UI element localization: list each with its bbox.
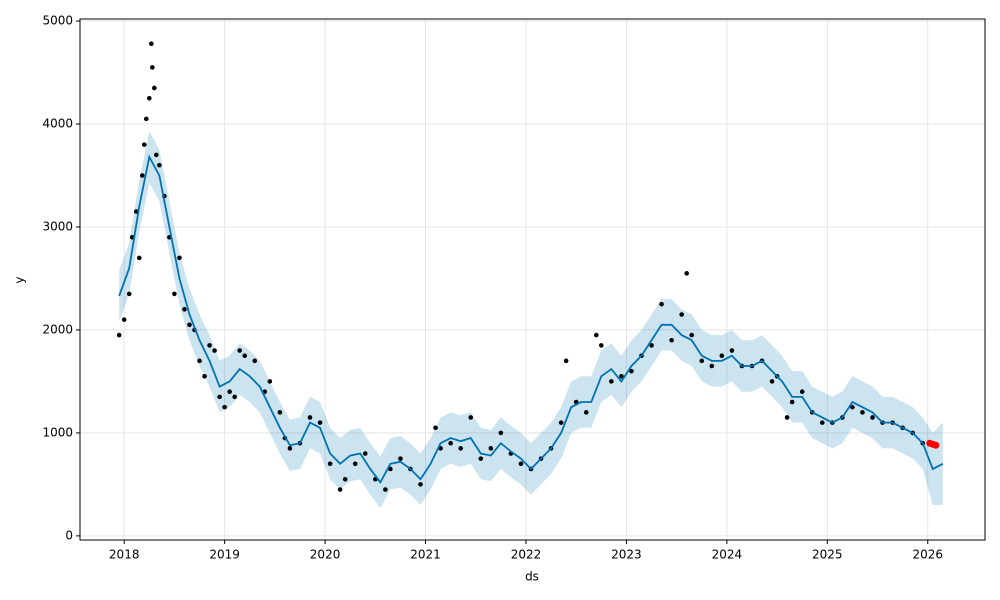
y-axis-label: y	[13, 276, 27, 283]
observed-point	[187, 322, 192, 328]
observed-point	[362, 451, 368, 456]
observed-point	[659, 301, 664, 307]
observed-point	[870, 415, 875, 420]
uncertainty-band	[119, 131, 943, 509]
observed-point	[172, 291, 177, 297]
observed-point	[232, 394, 237, 400]
observed-point	[518, 461, 524, 467]
observed-point	[139, 173, 145, 178]
observed-point	[689, 332, 695, 338]
forecast-line	[118, 154, 944, 485]
observed-point	[143, 116, 149, 122]
x-tick-label: 2020	[310, 548, 341, 562]
observed-point	[458, 446, 463, 451]
observed-point	[152, 85, 157, 91]
observed-point	[150, 65, 155, 70]
observed-point	[126, 291, 132, 297]
observed-point	[468, 415, 474, 420]
observed-point	[383, 487, 388, 492]
x-tick-label: 2023	[611, 548, 642, 562]
x-tick-label: 2024	[712, 548, 743, 562]
observed-point	[136, 255, 142, 261]
observed-point	[699, 358, 705, 364]
observed-point	[669, 337, 674, 343]
observed-point	[222, 404, 227, 410]
observed-point	[242, 353, 248, 358]
observed-point	[147, 95, 152, 101]
observed-point	[593, 332, 599, 338]
observed-point	[141, 142, 147, 147]
observed-point	[154, 152, 159, 158]
observed-point	[418, 482, 423, 487]
observed-point	[488, 446, 494, 451]
observed-point	[177, 255, 182, 261]
observed-point	[307, 415, 313, 420]
observed-point	[819, 420, 825, 425]
observed-point	[157, 162, 162, 168]
observed-point	[182, 307, 187, 312]
y-tick-label: 2000	[42, 322, 73, 336]
observed-point	[619, 373, 624, 379]
observed-point	[202, 373, 207, 379]
observed-point	[327, 461, 333, 467]
y-tick-label: 4000	[42, 117, 73, 131]
observed-point	[116, 332, 122, 338]
observed-point	[719, 353, 725, 358]
observed-point	[448, 440, 453, 446]
observed-point	[789, 399, 795, 405]
observed-point	[337, 487, 343, 492]
observed-point	[629, 368, 634, 374]
observed-point	[684, 271, 689, 276]
observed-point	[197, 358, 202, 364]
observed-point	[583, 410, 589, 415]
observed-point	[558, 420, 564, 425]
x-tick-label: 2021	[410, 548, 441, 562]
observed-point	[252, 358, 258, 364]
observed-point	[860, 410, 865, 415]
observed-point	[352, 461, 358, 467]
x-tick-label: 2025	[812, 548, 843, 562]
observed-point	[267, 379, 273, 384]
observed-point	[769, 379, 775, 384]
observed-point	[498, 430, 504, 436]
observed-point	[850, 404, 855, 410]
observed-point	[433, 425, 438, 431]
observed-point	[342, 476, 348, 482]
y-tick-label: 0	[65, 528, 73, 542]
x-tick-label: 2019	[209, 548, 240, 562]
observed-point	[237, 348, 243, 353]
y-tick-label: 5000	[42, 14, 73, 28]
observed-point	[729, 348, 735, 353]
observed-point	[317, 420, 323, 425]
plot-frame	[79, 18, 986, 541]
x-tick-label: 2026	[912, 548, 943, 562]
observed-point	[599, 343, 604, 348]
observed-point	[799, 389, 805, 395]
observed-point	[679, 312, 684, 317]
x-axis-label: ds	[525, 570, 539, 584]
observed-point	[121, 317, 127, 322]
observed-point	[649, 343, 654, 348]
y-tick-label: 3000	[42, 219, 73, 233]
observed-point	[398, 456, 403, 461]
observed-point	[609, 379, 614, 384]
observed-point	[217, 394, 222, 400]
observed-point	[784, 415, 790, 420]
observed-point	[227, 389, 232, 395]
observed-point	[207, 343, 212, 348]
x-tick-label: 2022	[511, 548, 542, 562]
x-tick-label: 2018	[109, 548, 140, 562]
recent-point	[932, 441, 940, 449]
observed-point	[212, 348, 217, 353]
observed-point	[478, 456, 484, 461]
observed-point	[709, 363, 715, 369]
observed-point	[563, 358, 569, 364]
y-tick-label: 1000	[42, 425, 73, 439]
observed-point	[277, 410, 283, 415]
observed-point	[149, 41, 154, 47]
observed-point	[287, 446, 293, 451]
